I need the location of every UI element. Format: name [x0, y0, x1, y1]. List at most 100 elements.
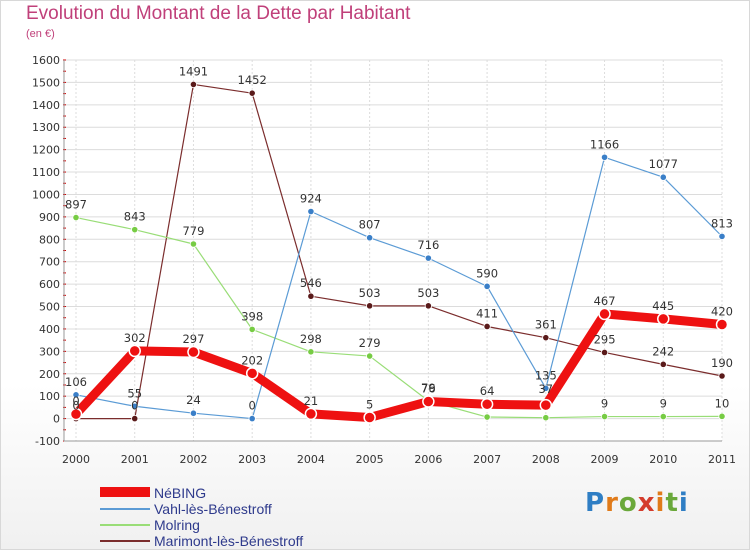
legend-swatch — [100, 540, 150, 542]
data-label: 0 — [72, 399, 79, 413]
data-point — [424, 254, 432, 262]
data-label: 135 — [535, 368, 557, 382]
data-label: 0 — [131, 399, 138, 413]
data-label: 5 — [366, 397, 373, 411]
data-label: 76 — [421, 382, 436, 396]
data-point — [248, 414, 256, 423]
y-tick-label: 1300 — [32, 121, 60, 134]
data-label: 813 — [711, 216, 733, 230]
data-label: 590 — [476, 266, 498, 280]
y-tick-label: 300 — [39, 345, 60, 358]
y-tick-label: -100 — [35, 435, 60, 448]
data-label: 106 — [65, 375, 87, 389]
data-point — [659, 360, 667, 368]
legend-swatch — [100, 508, 150, 510]
legend-label: Marimont-lès-Bénestroff — [154, 533, 304, 549]
data-label: 467 — [594, 294, 616, 308]
data-label: 55 — [127, 386, 142, 400]
data-label: 242 — [652, 344, 674, 358]
x-tick-label: 2004 — [297, 453, 325, 466]
series-line — [75, 83, 723, 420]
chart-title: Evolution du Montant de la Dette par Hab… — [26, 3, 411, 24]
data-point — [307, 348, 315, 356]
data-label: 0 — [249, 399, 256, 413]
data-point — [304, 407, 318, 421]
y-tick-label: 1200 — [32, 144, 60, 157]
data-point — [542, 334, 550, 342]
data-point — [542, 414, 550, 422]
data-point — [718, 232, 726, 240]
legend-swatch — [100, 487, 150, 497]
data-label: 10 — [715, 396, 730, 410]
x-tick-label: 2011 — [708, 453, 736, 466]
data-point — [131, 414, 139, 423]
data-label: 297 — [182, 332, 204, 346]
y-tick-label: 200 — [39, 368, 60, 381]
chart-unit: (en €) — [26, 28, 55, 40]
data-point — [539, 398, 553, 412]
data-point — [131, 402, 139, 410]
x-tick-label: 2003 — [238, 453, 266, 466]
data-label: 37 — [538, 382, 553, 396]
y-tick-label: 0 — [53, 413, 60, 426]
data-label: 361 — [535, 318, 557, 332]
series-line — [75, 156, 723, 420]
data-point — [366, 352, 374, 360]
series-line — [75, 216, 723, 419]
data-label: 1166 — [590, 137, 619, 151]
x-tick-label: 2001 — [121, 453, 149, 466]
data-point — [366, 302, 374, 310]
data-label: 503 — [417, 286, 439, 300]
data-label: 21 — [304, 394, 319, 408]
logo-letter: x — [637, 488, 656, 518]
y-tick-label: 1600 — [32, 54, 60, 67]
x-tick-label: 2009 — [591, 453, 619, 466]
data-point — [248, 325, 256, 333]
data-point — [657, 312, 670, 326]
data-point — [718, 372, 726, 380]
proxiti-logo: Proxiti — [585, 488, 689, 518]
data-point — [483, 282, 491, 290]
data-point — [189, 80, 198, 89]
logo-letter: r — [605, 488, 619, 518]
data-point — [189, 409, 198, 417]
data-label: 79 — [421, 381, 436, 395]
data-point — [187, 345, 200, 359]
y-tick-label: 100 — [39, 390, 60, 403]
data-label: 9 — [601, 397, 608, 411]
data-label: 64 — [480, 384, 495, 398]
data-label: 716 — [417, 238, 439, 252]
legend-label: Vahl-lès-Bénestroff — [154, 501, 272, 517]
data-point — [131, 226, 139, 234]
data-point — [542, 384, 550, 392]
x-tick-label: 2000 — [62, 453, 90, 466]
y-tick-label: 600 — [39, 278, 60, 291]
data-point — [363, 411, 376, 424]
data-label: 779 — [182, 224, 204, 238]
data-point — [480, 397, 494, 411]
x-tick-label: 2005 — [356, 453, 384, 466]
x-tick-label: 2002 — [179, 453, 207, 466]
data-label: 1077 — [649, 157, 678, 171]
y-tick-label: 800 — [39, 233, 60, 246]
data-point — [366, 234, 374, 242]
data-point — [422, 395, 435, 408]
data-point — [598, 307, 611, 321]
data-point — [128, 344, 141, 358]
data-point — [72, 391, 80, 399]
y-tick-label: 1400 — [32, 99, 60, 112]
plot-area — [64, 60, 722, 441]
data-label: 1452 — [238, 73, 267, 87]
data-label: 24 — [186, 393, 201, 407]
legend-swatch — [100, 524, 150, 526]
y-tick-label: 400 — [39, 323, 60, 336]
data-label: 202 — [241, 353, 263, 367]
data-label: 302 — [124, 331, 146, 345]
data-point — [245, 367, 259, 380]
series-line — [71, 309, 727, 422]
y-tick-label: 900 — [39, 211, 60, 224]
y-tick-label: 1000 — [32, 188, 60, 201]
data-label: 1491 — [179, 64, 208, 78]
data-label: 298 — [300, 332, 322, 346]
